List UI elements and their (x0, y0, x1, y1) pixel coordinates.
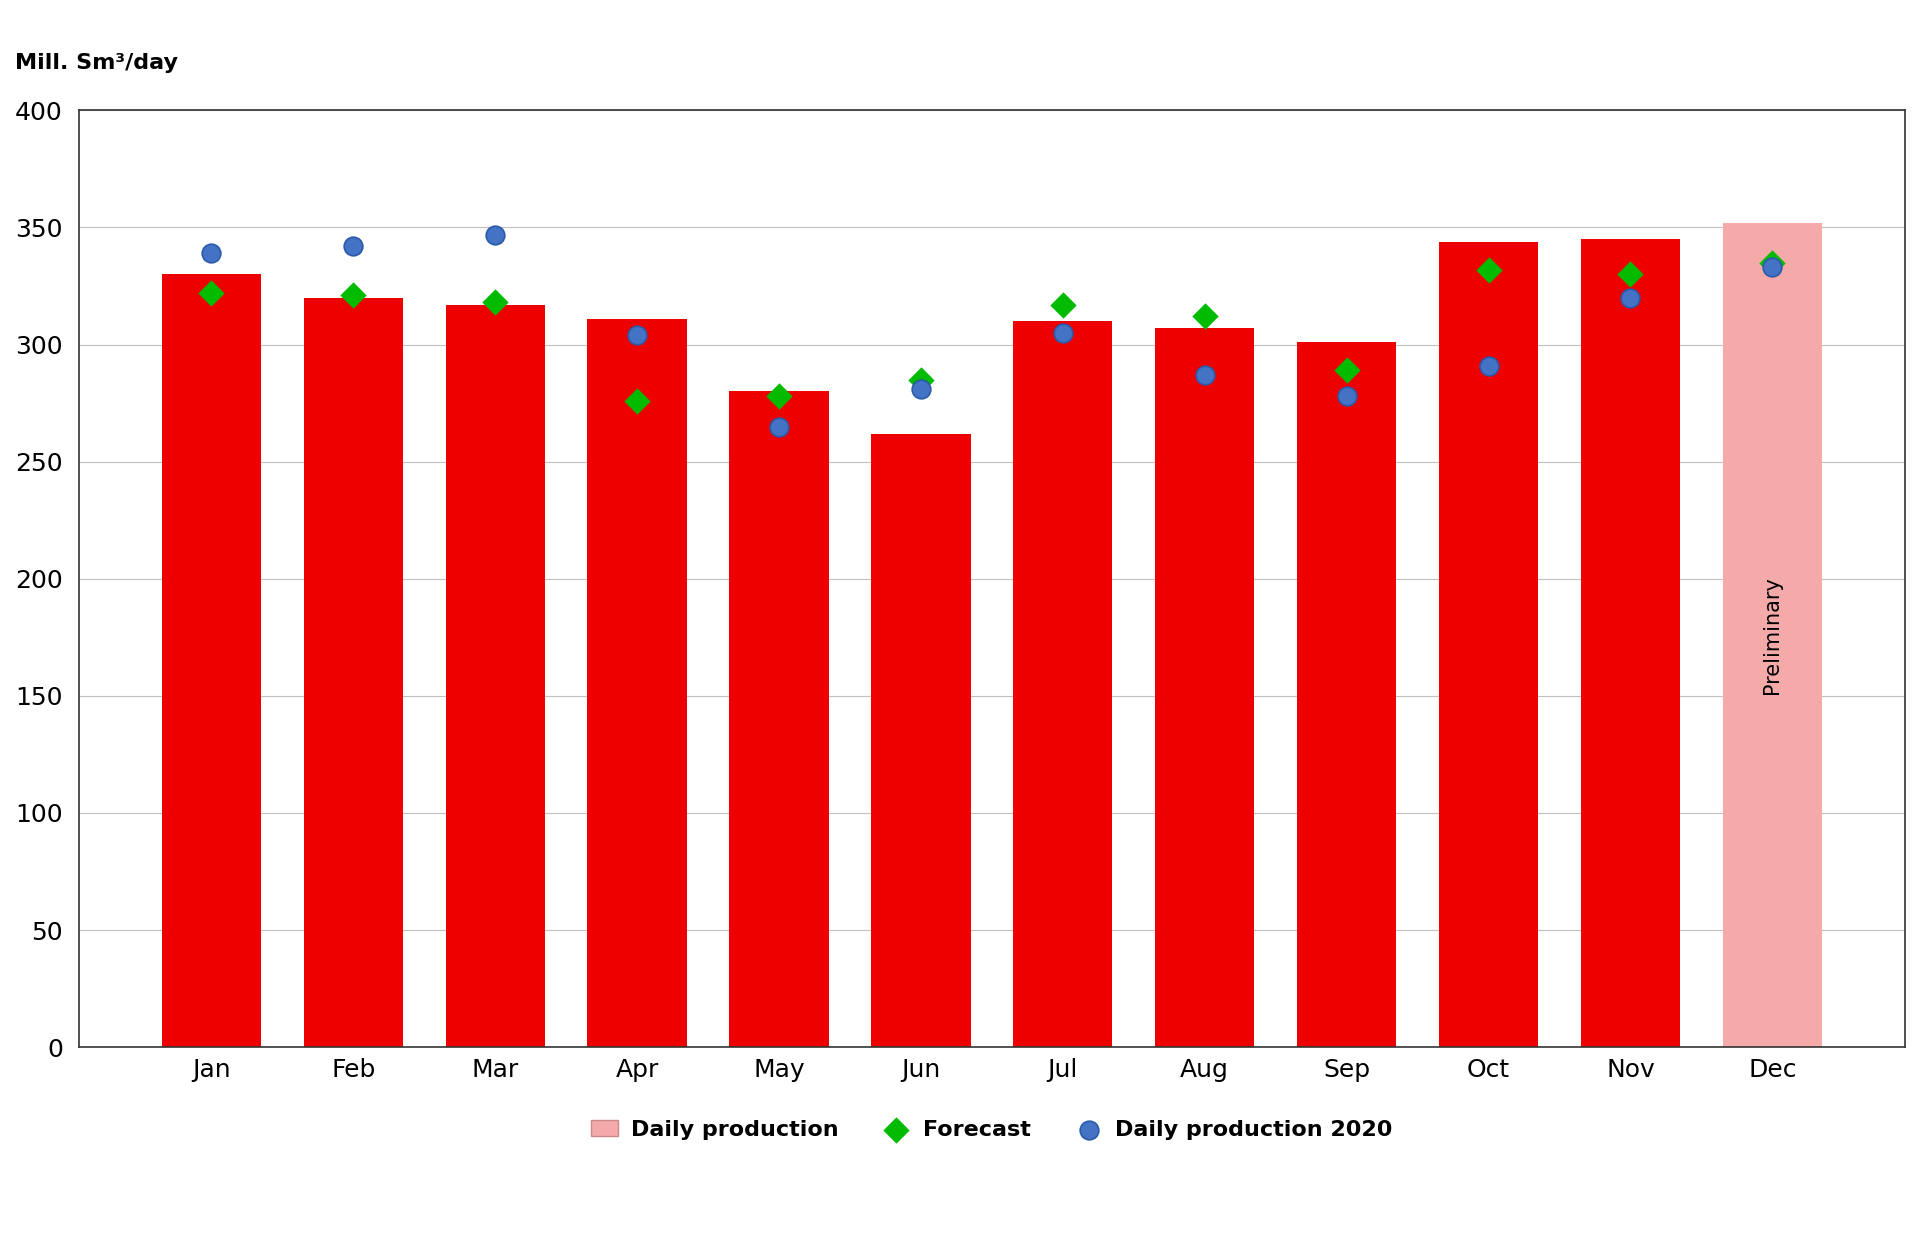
Text: Preliminary: Preliminary (1763, 577, 1782, 694)
Point (196, 283, 227, 303)
Bar (1722, 223, 1822, 1047)
Point (480, 224, 511, 244)
Bar (161, 274, 261, 1047)
Text: Mill. Sm³/day: Mill. Sm³/day (15, 53, 179, 73)
Point (1473, 356, 1503, 376)
Point (196, 243, 227, 263)
Bar (1438, 242, 1538, 1047)
Point (1615, 288, 1645, 308)
Point (906, 379, 937, 399)
Point (338, 285, 369, 305)
Point (480, 293, 511, 312)
Bar (872, 434, 972, 1047)
Bar (303, 298, 403, 1047)
Point (1331, 386, 1361, 405)
Bar (1014, 321, 1112, 1047)
Bar (730, 392, 829, 1047)
Point (622, 391, 653, 410)
Bar (445, 305, 545, 1047)
Point (1473, 259, 1503, 279)
Point (1757, 253, 1788, 273)
Point (764, 417, 795, 436)
Legend: Daily production, Forecast, Daily production 2020: Daily production, Forecast, Daily produc… (582, 1111, 1402, 1148)
Bar (1296, 342, 1396, 1047)
Point (764, 386, 795, 405)
Point (622, 325, 653, 345)
Bar (588, 319, 687, 1047)
Bar (1580, 239, 1680, 1047)
Point (1757, 258, 1788, 278)
Point (1048, 295, 1079, 315)
Point (338, 237, 369, 257)
Point (1188, 365, 1219, 384)
Bar (1156, 329, 1254, 1047)
Point (1188, 306, 1219, 326)
Point (1331, 361, 1361, 381)
Point (1615, 264, 1645, 284)
Point (906, 370, 937, 389)
Point (1048, 322, 1079, 342)
